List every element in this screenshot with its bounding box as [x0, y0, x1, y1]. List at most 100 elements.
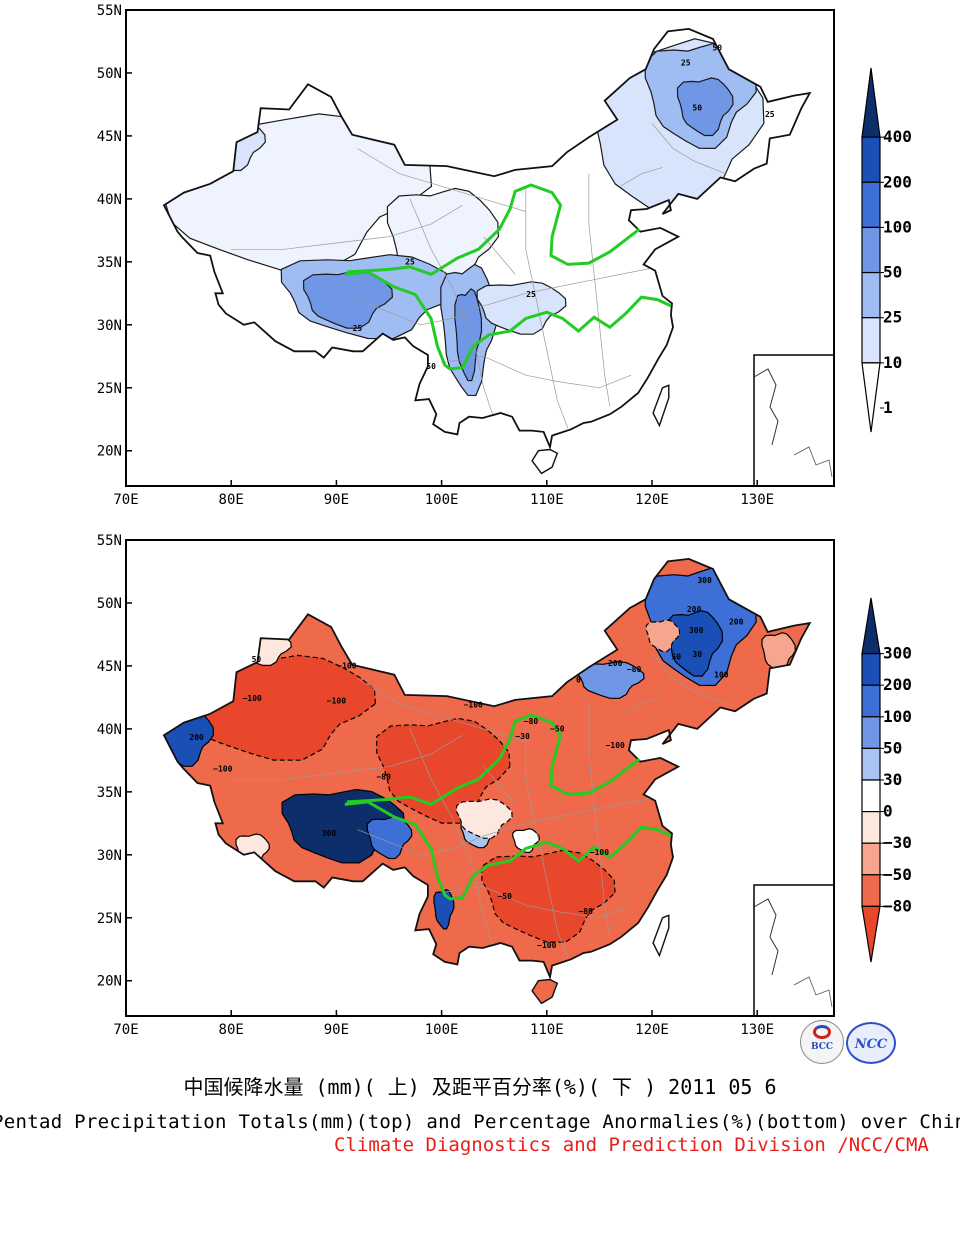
lon-tick-label: 130E: [740, 1022, 774, 1038]
colorbar-segment: [861, 271, 881, 319]
colorbar-segment: [861, 779, 881, 813]
province-border: [620, 167, 663, 187]
contour-label: 50: [692, 104, 702, 113]
province-border: [651, 653, 726, 705]
contour-label: 200: [687, 605, 702, 614]
taiwan-island: [652, 914, 670, 958]
yangtze-river: [344, 800, 672, 901]
lon-tick-label: 110E: [530, 492, 564, 508]
inset-coastline: [753, 898, 779, 976]
contour-label: 30: [692, 650, 702, 659]
colorbar-label: 300: [883, 644, 912, 663]
province-border: [620, 697, 663, 717]
lat-tick-label: 35N: [97, 785, 122, 801]
contour-label: 300: [689, 626, 704, 635]
inset-coastline: [793, 976, 833, 1008]
province-border: [483, 236, 516, 275]
contour-label: 50: [252, 655, 262, 664]
province-border: [441, 355, 632, 389]
colorbar-label: 200: [883, 172, 912, 191]
contour-label: 300: [322, 829, 337, 838]
colorbar-label: 0: [883, 802, 893, 821]
lat-tick-label: 30N: [97, 848, 122, 864]
contour-label: 200: [608, 659, 623, 668]
bottom-contour-region: [576, 660, 645, 699]
province-border: [357, 797, 653, 856]
contour-label: −100: [464, 701, 483, 710]
contour-label: −80: [376, 772, 391, 781]
colorbar-segment: [861, 181, 881, 229]
colorbar-label: 10: [883, 353, 902, 372]
lon-tick-label: 130E: [740, 492, 774, 508]
contour-label: 300: [697, 576, 712, 585]
precipitation-anomaly-map: 300 200 300 200 200 50 30 0 100 −100 −80 −50 −30 −100…: [0, 530, 960, 1050]
province-border: [525, 186, 569, 429]
contour-label: 200: [189, 733, 204, 742]
bcc-logo: BCC: [800, 1020, 844, 1064]
colorbar-label: 50: [883, 263, 902, 282]
colorbar-label: −50: [883, 865, 912, 884]
contour-label: 25: [765, 110, 775, 119]
contour-label: −100: [606, 741, 625, 750]
china-border: [162, 557, 812, 981]
lon-tick-label: 80E: [219, 1022, 244, 1038]
province-border: [651, 123, 726, 175]
lat-tick-label: 50N: [97, 596, 122, 612]
south-china-sea-inset: [753, 884, 835, 1017]
colorbar-label: −30: [883, 833, 912, 852]
colorbar-segment: [861, 811, 881, 844]
lon-tick-label: 120E: [635, 492, 669, 508]
colorbar-label: 25: [883, 308, 902, 327]
province-border: [231, 734, 463, 780]
lat-tick-label: 45N: [97, 659, 122, 675]
contour-label: −100: [327, 697, 346, 706]
bottom-contour-region: [645, 619, 681, 653]
lat-tick-label: 25N: [97, 911, 122, 927]
colorbar-label: 30: [883, 770, 902, 789]
credit-line: Climate Diagnostics and Prediction Divis…: [334, 1134, 929, 1156]
top-contour-region: [676, 77, 734, 137]
contour-label: −80: [524, 717, 539, 726]
bcc-logo-text: BCC: [810, 1042, 834, 1052]
hainan-island: [531, 448, 559, 475]
province-border: [357, 678, 526, 742]
colorbar-top-arrow: [861, 597, 881, 655]
colorbar-segment: [861, 226, 881, 274]
contour-label: 50: [712, 43, 722, 52]
lat-tick-label: 30N: [97, 318, 122, 334]
colorbar-segment: [861, 874, 881, 907]
contour-label: −100: [243, 694, 262, 703]
lat-tick-label: 55N: [97, 533, 122, 549]
yellow-river: [346, 183, 641, 277]
lat-tick-label: 50N: [97, 66, 122, 82]
province-border: [409, 728, 495, 950]
lat-tick-label: 55N: [97, 3, 122, 19]
colorbar-label: 100: [883, 217, 912, 236]
lat-tick-label: 40N: [97, 192, 122, 208]
lon-tick-label: 80E: [219, 492, 244, 508]
ncc-logo: NCC: [846, 1022, 896, 1064]
contour-label: −100: [213, 765, 232, 774]
precipitation-total-map-canvas: 50 25 50 25 25 25 25 50 55N 50N 45N 40N 35N 30N 25N 20N…: [97, 3, 912, 508]
province-border: [357, 267, 653, 326]
taiwan-island: [652, 384, 670, 428]
colorbar-bottom-arrow: [861, 362, 881, 433]
yellow-river: [346, 713, 641, 807]
province-border: [588, 703, 611, 937]
yangtze-river: [344, 270, 672, 371]
contour-label: −100: [537, 941, 556, 950]
colorbar-label: 50: [883, 738, 902, 757]
province-border: [483, 766, 516, 805]
province-border: [441, 885, 632, 919]
lon-tick-label: 90E: [324, 1022, 349, 1038]
lon-tick-label: 110E: [530, 1022, 564, 1038]
contour-label: 25: [405, 257, 415, 266]
contour-label: 100: [714, 670, 729, 679]
contour-label: −100: [590, 848, 609, 857]
colorbar-segment: [861, 716, 881, 750]
contour-label: 25: [681, 58, 691, 67]
top-frame: [125, 9, 835, 487]
lat-tick-label: 25N: [97, 381, 122, 397]
lon-tick-label: 100E: [425, 1022, 459, 1038]
bottom-contour-region: [481, 849, 616, 943]
